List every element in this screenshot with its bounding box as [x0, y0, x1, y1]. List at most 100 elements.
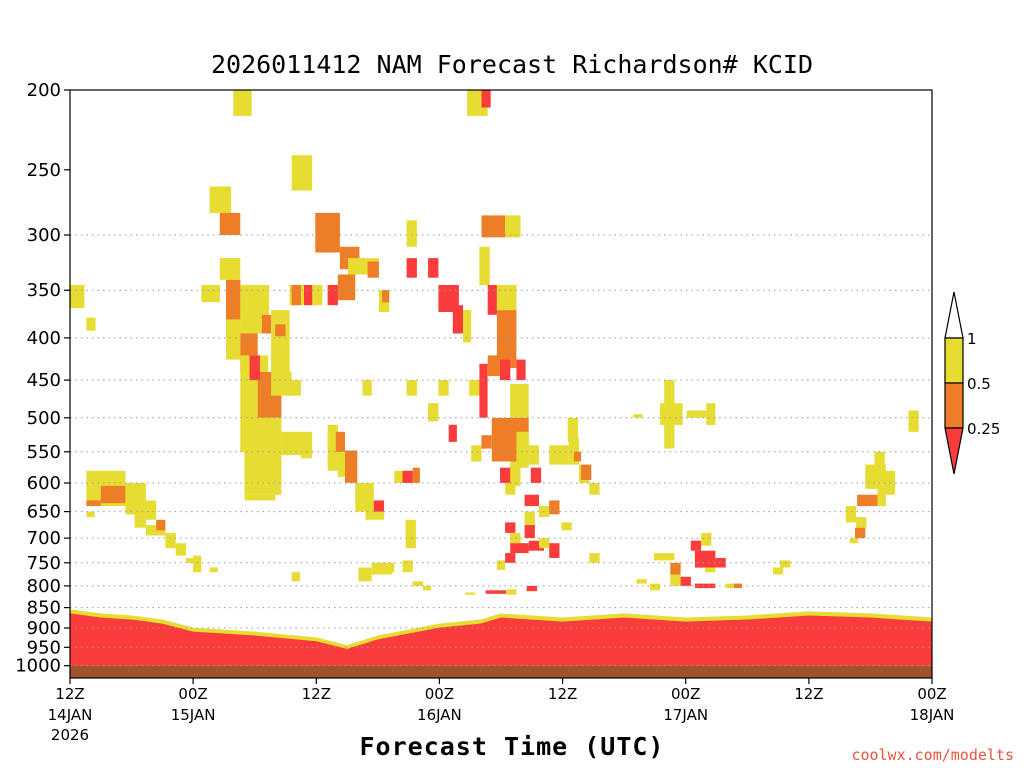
y-tick-label: 900	[27, 618, 61, 639]
ri-cell	[345, 450, 358, 483]
ri-cell	[549, 445, 569, 465]
x-tick-label: 17JAN	[663, 706, 708, 724]
ri-cell	[412, 581, 423, 586]
ri-cell	[500, 467, 514, 483]
ri-cell	[261, 314, 272, 334]
ri-cell	[315, 212, 340, 235]
ri-cell	[286, 380, 301, 396]
credit-link[interactable]: coolwx.com/modelts	[851, 746, 1014, 764]
ri-cell	[86, 500, 101, 506]
ri-cells	[70, 90, 919, 595]
ri-cell	[271, 310, 290, 373]
ri-cell	[373, 500, 385, 517]
y-tick-label: 600	[27, 473, 61, 494]
ri-cell	[423, 585, 432, 591]
ri-cell	[505, 553, 516, 563]
ri-cell	[849, 538, 859, 544]
y-tick-label: 200	[27, 80, 61, 101]
ri-cell	[549, 500, 560, 515]
ri-cell	[249, 355, 260, 381]
ri-cell	[335, 431, 345, 452]
ri-cell	[664, 380, 675, 411]
ri-cell	[573, 451, 582, 462]
ri-cell	[355, 483, 374, 512]
ri-cell	[524, 525, 535, 539]
gridlines	[70, 234, 932, 667]
ri-cell	[581, 464, 592, 480]
ri-cell	[694, 550, 716, 568]
y-tick-label: 700	[27, 528, 61, 549]
legend: 1 0.5 0.25	[944, 291, 1000, 475]
ri-cell	[855, 527, 866, 539]
ri-cell	[209, 186, 232, 213]
legend-swatch-yellow	[944, 337, 964, 384]
y-tick-label: 300	[27, 225, 61, 246]
y-tick-label: 650	[27, 502, 61, 523]
ri-cell	[690, 540, 702, 551]
ri-cell	[226, 319, 241, 360]
ri-cell	[406, 380, 417, 396]
ri-cell	[857, 494, 878, 507]
x-tick-label: 12Z	[302, 685, 331, 703]
ri-cell	[664, 424, 675, 449]
ri-cell	[300, 455, 313, 459]
ri-cell	[505, 522, 516, 533]
y-tick-label: 950	[27, 637, 61, 658]
legend-swatch-orange	[944, 382, 964, 429]
plot-frame	[69, 89, 933, 679]
legend-arrow-top	[944, 291, 964, 339]
ri-cell	[233, 90, 252, 116]
ri-cell	[70, 285, 85, 309]
ri-cell	[186, 558, 197, 563]
ri-cell	[327, 424, 338, 471]
ri-cell	[406, 220, 417, 247]
ri-cell	[394, 470, 403, 483]
ri-cell	[485, 590, 507, 594]
ri-cell	[561, 522, 572, 531]
ri-cell	[856, 517, 867, 528]
ri-cell	[327, 285, 338, 306]
ri-cell	[516, 359, 526, 380]
ri-cell	[291, 285, 301, 306]
ri-cell	[244, 494, 276, 501]
x-tick-label: 12Z	[794, 685, 823, 703]
ri-cell	[479, 246, 490, 286]
ri-cell	[772, 567, 784, 575]
ri-cell	[358, 567, 372, 582]
ri-cell	[496, 310, 517, 368]
ri-cell	[209, 567, 218, 573]
ri-cell	[244, 417, 282, 495]
y-tick-label: 850	[27, 598, 61, 619]
ri-cell	[86, 511, 95, 518]
ri-cell	[337, 451, 349, 477]
y-axis: 200 250 300 350 400 450 500 550 600 650 700 7508008…	[15, 80, 70, 677]
ri-cell	[705, 567, 716, 573]
ri-cell	[510, 461, 521, 486]
ri-cell	[412, 467, 420, 483]
ri-cell	[528, 445, 539, 465]
ri-cell	[337, 274, 356, 301]
ri-cell	[694, 583, 716, 589]
y-tick-label: 400	[27, 328, 61, 349]
ri-cell	[438, 380, 449, 396]
ri-cell	[291, 572, 300, 582]
ri-cell	[505, 483, 516, 495]
ri-cell	[589, 553, 600, 563]
ri-cell	[686, 410, 707, 418]
ri-cell	[500, 359, 511, 380]
ri-cell	[481, 215, 506, 238]
x-tick-label: 2026	[51, 726, 89, 744]
ri-cell	[487, 355, 500, 377]
ri-cell	[516, 431, 529, 468]
ri-cell	[271, 372, 292, 396]
ri-cell	[680, 576, 691, 586]
ground-layer	[70, 665, 932, 678]
ri-cell	[528, 540, 545, 551]
ri-cell	[549, 543, 560, 558]
legend-label: 0.25	[967, 420, 1000, 438]
legend-arrow-bottom	[944, 427, 964, 475]
ri-cell	[463, 310, 472, 343]
x-tick-label: 12Z	[55, 685, 84, 703]
ri-cell	[725, 583, 734, 589]
ri-cell	[487, 285, 497, 315]
